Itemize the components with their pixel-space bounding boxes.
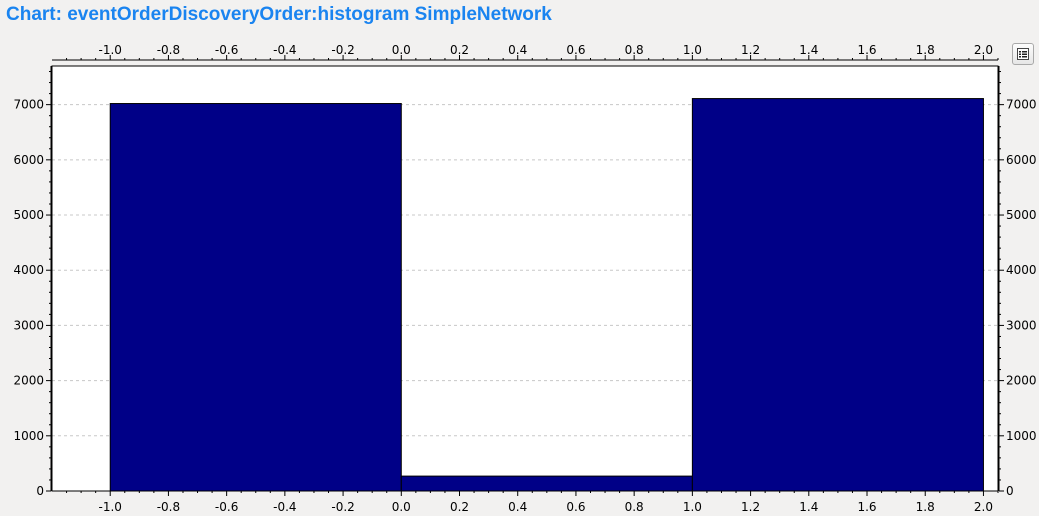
x-tick-label-bottom: 1.0 bbox=[683, 500, 702, 514]
y-tick-label-right: 0 bbox=[1006, 484, 1014, 498]
y-tick-label-left: 7000 bbox=[13, 98, 44, 112]
y-tick-label-right: 1000 bbox=[1006, 429, 1037, 443]
x-tick-label-bottom: -0.6 bbox=[215, 500, 238, 514]
x-tick-label-bottom: 0.0 bbox=[392, 500, 411, 514]
y-tick-label-left: 5000 bbox=[13, 208, 44, 222]
y-tick-label-right: 4000 bbox=[1006, 263, 1037, 277]
y-tick-label-right: 2000 bbox=[1006, 374, 1037, 388]
x-tick-label-top: -0.8 bbox=[157, 43, 180, 57]
x-tick-label-bottom: 2.0 bbox=[974, 500, 993, 514]
x-tick-label-bottom: 0.6 bbox=[566, 500, 585, 514]
x-tick-label-top: -0.6 bbox=[215, 43, 238, 57]
histogram-bar bbox=[691, 98, 984, 492]
x-tick-label-bottom: 1.8 bbox=[916, 500, 935, 514]
y-tick-label-right: 3000 bbox=[1006, 318, 1037, 332]
x-tick-label-top: 0.8 bbox=[625, 43, 644, 57]
x-tick-label-top: -1.0 bbox=[99, 43, 122, 57]
x-tick-label-bottom: 1.6 bbox=[857, 500, 876, 514]
x-tick-label-top: 0.0 bbox=[392, 43, 411, 57]
y-tick-label-left: 2000 bbox=[13, 374, 44, 388]
histogram-bar bbox=[109, 103, 402, 492]
x-tick-label-bottom: 0.8 bbox=[625, 500, 644, 514]
x-tick-label-top: 1.8 bbox=[916, 43, 935, 57]
x-tick-label-top: 0.4 bbox=[508, 43, 527, 57]
x-tick-label-bottom: 1.2 bbox=[741, 500, 760, 514]
x-tick-label-top: 1.2 bbox=[741, 43, 760, 57]
x-tick-label-bottom: -0.2 bbox=[331, 500, 354, 514]
x-tick-label-bottom: -1.0 bbox=[99, 500, 122, 514]
y-tick-label-right: 5000 bbox=[1006, 208, 1037, 222]
x-tick-label-bottom: -0.4 bbox=[273, 500, 296, 514]
histogram-bar bbox=[400, 475, 693, 492]
x-tick-label-bottom: 0.4 bbox=[508, 500, 527, 514]
chart-title: Chart: eventOrderDiscoveryOrder:histogra… bbox=[6, 4, 552, 25]
x-tick-label-top: 1.0 bbox=[683, 43, 702, 57]
x-tick-label-top: 0.6 bbox=[566, 43, 585, 57]
legend-toggle-button[interactable] bbox=[1012, 43, 1034, 65]
y-tick-label-left: 4000 bbox=[13, 263, 44, 277]
x-tick-label-bottom: 1.4 bbox=[799, 500, 818, 514]
x-tick-label-top: 1.6 bbox=[857, 43, 876, 57]
y-tick-label-left: 6000 bbox=[13, 153, 44, 167]
x-tick-label-bottom: 0.2 bbox=[450, 500, 469, 514]
x-tick-label-top: 0.2 bbox=[450, 43, 469, 57]
y-tick-label-right: 6000 bbox=[1006, 153, 1037, 167]
y-tick-label-left: 3000 bbox=[13, 318, 44, 332]
x-tick-label-top: -0.4 bbox=[273, 43, 296, 57]
legend-list-icon bbox=[1017, 48, 1029, 60]
x-tick-label-top: 1.4 bbox=[799, 43, 818, 57]
y-tick-label-left: 1000 bbox=[13, 429, 44, 443]
y-tick-label-left: 0 bbox=[36, 484, 44, 498]
x-tick-label-bottom: -0.8 bbox=[157, 500, 180, 514]
x-tick-label-top: -0.2 bbox=[331, 43, 354, 57]
y-tick-label-right: 7000 bbox=[1006, 98, 1037, 112]
x-tick-label-top: 2.0 bbox=[974, 43, 993, 57]
